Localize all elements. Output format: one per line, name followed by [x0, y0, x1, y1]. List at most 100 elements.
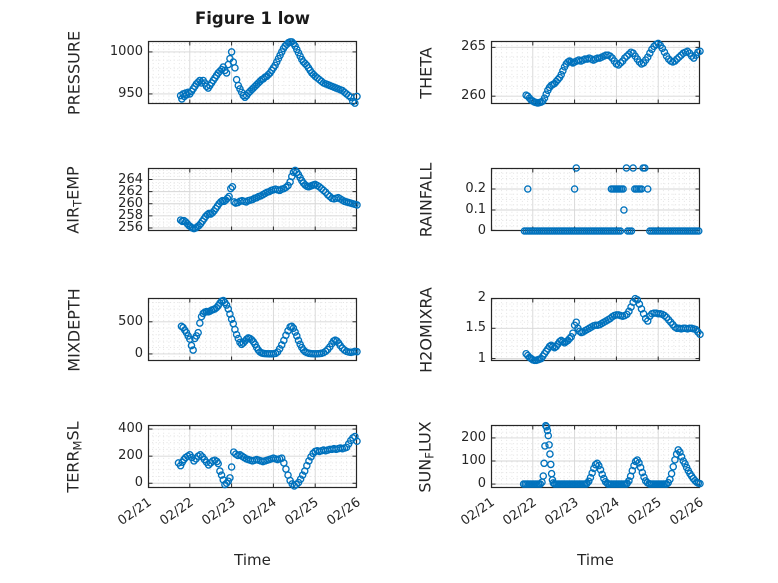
data-point [194, 328, 202, 337]
data-point [242, 335, 251, 343]
data-point [545, 441, 553, 449]
subplot-air_temp [147, 166, 361, 233]
data-point [675, 53, 683, 61]
data-point [202, 82, 211, 91]
ytick-label-rainfall-1: 0.1 [465, 202, 486, 217]
data-point [196, 451, 205, 459]
data-point [588, 469, 596, 477]
ytick-label-mixdepth-0: 0 [134, 345, 143, 361]
data-point [540, 94, 549, 102]
minor-grid [491, 298, 700, 361]
data-point [282, 331, 290, 340]
data-points [177, 296, 361, 358]
data-points [522, 39, 704, 107]
data-point [591, 460, 600, 469]
data-point [696, 330, 704, 339]
ylabel-text: THETA [416, 46, 436, 99]
data-point [293, 332, 301, 340]
data-point [524, 185, 532, 193]
data-point [569, 329, 577, 337]
ytick-label-terr_msl-1: 200 [118, 448, 143, 464]
data-point [539, 472, 548, 480]
axes-frame [147, 424, 358, 489]
data-point [225, 192, 233, 201]
minor-grid [148, 298, 357, 361]
data-point [667, 469, 676, 478]
data-point [654, 39, 662, 48]
tick-marks [148, 426, 357, 487]
plot-area-h2omixra [490, 294, 704, 365]
figure-title: Figure 1 low [194, 9, 311, 28]
data-point [227, 48, 236, 56]
ylabel-subscript: M [70, 440, 85, 450]
ytick-label-air_temp-3: 262 [118, 183, 143, 199]
data-points [176, 166, 361, 233]
data-point [353, 201, 361, 209]
data-point [640, 473, 648, 481]
data-point [696, 479, 704, 488]
data-point [635, 459, 643, 467]
data-point [677, 453, 686, 461]
tick-marks [491, 426, 700, 487]
plot-area-terr_msl [147, 424, 361, 490]
subplot-rainfall [490, 164, 703, 235]
major-grid [148, 168, 357, 231]
data-point [222, 69, 231, 77]
data-point [232, 330, 241, 339]
ytick-label-air_temp-1: 258 [118, 207, 143, 223]
data-point [187, 341, 196, 350]
plot-area-sun_flux [490, 421, 704, 489]
data-point [567, 332, 576, 341]
axes-frame [147, 297, 358, 362]
data-point [542, 423, 551, 431]
data-point [319, 186, 328, 195]
data-point [288, 322, 296, 331]
data-point [598, 470, 606, 479]
plot-area-air_temp [147, 166, 361, 233]
data-points [174, 432, 361, 490]
data-point [226, 474, 234, 482]
data-point [298, 471, 307, 479]
data-point [231, 64, 239, 72]
data-point [643, 53, 652, 61]
data-point [184, 88, 192, 97]
data-point [616, 59, 625, 67]
tick-marks [491, 298, 700, 360]
data-point [284, 181, 292, 190]
data-point [582, 480, 591, 488]
subplot-mixdepth [147, 296, 361, 362]
subplot-terr_msl [147, 424, 361, 490]
data-point [620, 206, 628, 214]
major-grid [148, 425, 357, 488]
data-point [694, 227, 703, 235]
data-point [658, 44, 667, 53]
axes-frame [147, 40, 358, 105]
ytick-label-sun_flux-2: 200 [461, 429, 486, 445]
data-point [289, 324, 298, 332]
data-point [275, 345, 284, 353]
data-point [606, 52, 614, 60]
data-point [214, 459, 222, 468]
data-point [662, 480, 671, 488]
ylabel-subscript: F [422, 451, 437, 459]
subplot-h2omixra [490, 294, 704, 365]
data-point [596, 465, 605, 474]
data-points [520, 164, 703, 235]
data-point [353, 92, 361, 101]
ytick-label-pressure-0: 950 [118, 85, 143, 101]
data-point [321, 347, 330, 356]
axes-frame [490, 424, 701, 489]
data-point [627, 227, 636, 235]
minor-grid [491, 425, 700, 488]
data-point [554, 75, 562, 84]
data-point [282, 183, 290, 192]
ylabel-text: AIR [63, 206, 83, 234]
data-point [660, 48, 669, 57]
data-point [241, 93, 249, 102]
data-point [541, 442, 549, 450]
data-point [234, 334, 243, 343]
data-point [620, 54, 629, 62]
data-point [296, 475, 305, 483]
data-point [622, 480, 631, 488]
plot-area-pressure [147, 38, 361, 107]
